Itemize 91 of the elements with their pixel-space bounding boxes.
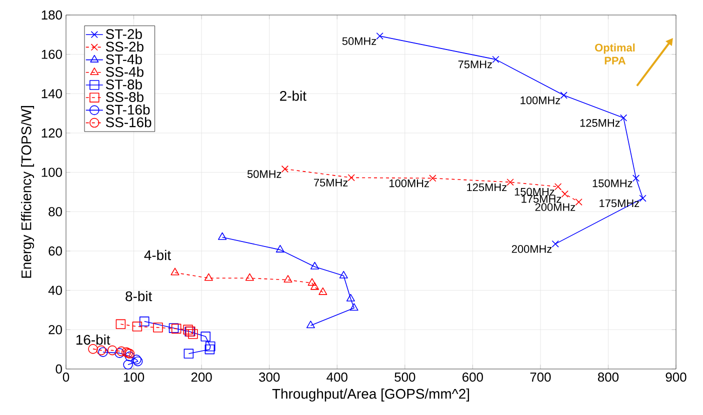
y-tick-label: 180: [42, 10, 62, 20]
point: [204, 273, 213, 281]
point: [218, 232, 227, 240]
point: [554, 183, 562, 190]
point: [116, 319, 126, 330]
x-tick-label: 100: [124, 372, 144, 382]
legend-label: ST-16b: [106, 104, 150, 115]
x-tick-label: 300: [259, 372, 280, 382]
x-tick-label: 900: [666, 372, 686, 382]
annotation: 175MHz: [522, 195, 562, 203]
point: [205, 342, 216, 352]
x-tick-label: 400: [326, 372, 348, 382]
point: [188, 329, 198, 339]
point: [348, 174, 355, 182]
point: [123, 360, 133, 370]
point: [346, 294, 355, 302]
legend-label: SS-8b: [106, 92, 144, 102]
y-tick-label: 120: [42, 128, 62, 138]
legend-label: SS-4b: [106, 66, 144, 77]
point: [350, 303, 358, 311]
annotation: 16-bit: [76, 334, 110, 345]
point: [575, 198, 582, 206]
annotation: 75MHz: [314, 178, 348, 186]
point: [168, 323, 179, 333]
y-tick-label: 80: [48, 207, 62, 216]
legend-label: ST-8b: [106, 79, 142, 90]
point: [639, 194, 646, 202]
y-axis-title: Energy Efficiency [TOPS/W]: [21, 106, 34, 278]
x-tick-label: 800: [598, 372, 619, 382]
x-tick-label: 600: [462, 372, 483, 382]
annotation: 100MHz: [520, 96, 560, 104]
y-tick-label: 60: [48, 246, 62, 256]
point: [88, 344, 98, 354]
annotation: 50MHz: [247, 170, 282, 178]
point: [170, 268, 180, 276]
annotation: 4-bit: [144, 250, 171, 260]
point: [200, 332, 211, 342]
point: [171, 324, 182, 334]
annotation: Optimal PPA: [595, 43, 635, 64]
y-tick-label: 100: [42, 168, 62, 177]
legend-label: SS-16b: [106, 116, 152, 128]
y-tick-label: 40: [48, 286, 62, 295]
point: [492, 56, 500, 64]
x-axis-title: Throughput/Area [GOPS/mm^2]: [272, 388, 469, 402]
annotation: 200MHz: [512, 245, 552, 253]
point: [318, 287, 328, 295]
annotation: 100MHz: [390, 179, 429, 188]
point: [153, 322, 163, 332]
point: [376, 32, 384, 40]
point: [184, 348, 194, 359]
x-tick-label: 200: [191, 372, 212, 382]
legend-label: SS-2b: [106, 41, 144, 52]
y-tick-label: 140: [42, 89, 62, 98]
point: [506, 178, 514, 186]
point: [561, 190, 568, 198]
y-tick-label: 0: [56, 364, 62, 374]
annotation: 150MHz: [592, 179, 632, 188]
point: [310, 282, 320, 290]
point: [429, 174, 436, 182]
annotation: 2-bit: [280, 90, 306, 101]
legend-label: ST-4b: [106, 54, 142, 64]
point: [245, 273, 254, 281]
point: [107, 345, 118, 356]
point: [552, 240, 559, 248]
x-tick-label: 0: [62, 372, 70, 382]
point: [339, 270, 348, 278]
point: [308, 278, 316, 286]
annotation: 200MHz: [535, 203, 576, 211]
annotation: 75MHz: [458, 60, 492, 68]
point: [281, 165, 288, 173]
y-tick-label: 160: [42, 50, 62, 59]
annotation: 8-bit: [126, 290, 152, 302]
point: [124, 352, 135, 362]
legend-label: ST-2b: [106, 28, 142, 40]
point: [276, 244, 284, 252]
annotation: 125MHz: [467, 183, 507, 192]
point: [204, 344, 215, 354]
point: [284, 275, 292, 283]
point: [139, 316, 150, 326]
point: [632, 174, 640, 182]
x-tick-label: 500: [394, 372, 416, 382]
annotation: 150MHz: [514, 188, 554, 196]
y-tick-label: 20: [48, 325, 62, 334]
point: [306, 320, 315, 328]
point: [132, 322, 142, 332]
annotation: 50MHz: [342, 37, 376, 45]
annotation: 125MHz: [580, 119, 620, 127]
x-tick-label: 700: [530, 372, 551, 382]
point: [620, 114, 628, 122]
point: [310, 262, 320, 270]
point: [560, 92, 568, 99]
